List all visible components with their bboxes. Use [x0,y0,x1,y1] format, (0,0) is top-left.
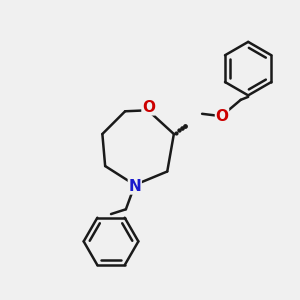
Text: O: O [142,100,155,115]
Text: O: O [215,109,229,124]
Text: N: N [128,179,141,194]
